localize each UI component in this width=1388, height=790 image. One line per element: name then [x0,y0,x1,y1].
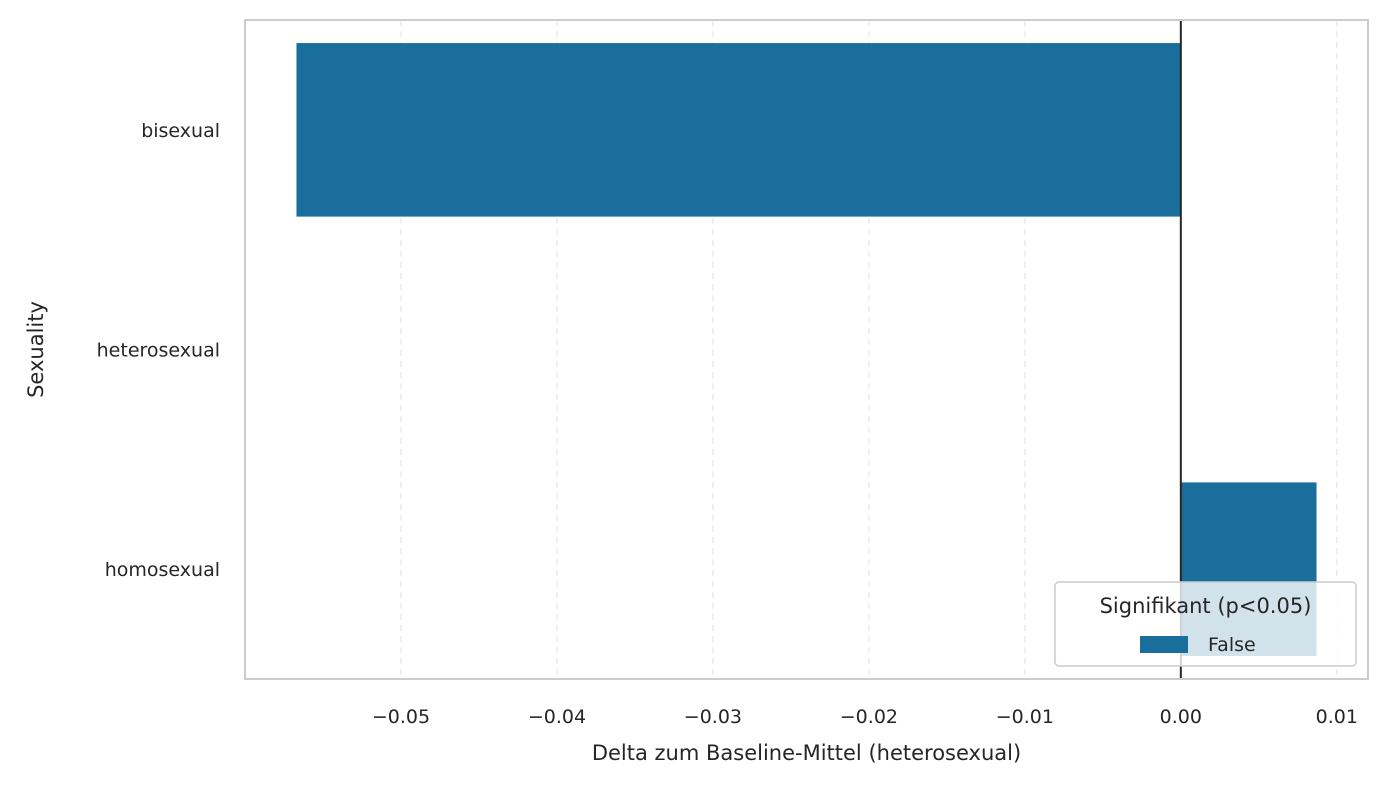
bar-bisexual [296,43,1181,217]
x-tick-label: −0.05 [372,706,430,728]
x-tick-label: −0.03 [684,706,742,728]
legend-entries: False [1140,634,1256,656]
legend: Signifikant (p<0.05) False [1054,581,1357,667]
x-tick-label: −0.02 [840,706,898,728]
x-tick-label: −0.04 [528,706,586,728]
y-tick-label: homosexual [105,559,220,581]
y-axis-label: Sexuality [24,301,48,398]
x-tick-label: 0.00 [1160,706,1202,728]
y-tick-label: bisexual [141,120,220,142]
x-axis-label: Delta zum Baseline-Mittel (heterosexual) [592,741,1021,765]
bars-layer [296,43,1317,656]
legend-title: Signifikant (p<0.05) [1100,594,1312,618]
x-tick-label: 0.01 [1316,706,1358,728]
plot-frame [244,19,1369,680]
x-ticks-layer: −0.05 −0.04 −0.03 −0.02 −0.01 0.00 0.01 [372,706,1358,728]
y-ticks-layer: bisexual heterosexual homosexual [97,120,220,581]
legend-label: False [1208,634,1256,656]
y-tick-label: heterosexual [97,340,220,362]
legend-swatch [1140,636,1188,653]
legend-box [1054,581,1357,667]
x-tick-label: −0.01 [996,706,1054,728]
